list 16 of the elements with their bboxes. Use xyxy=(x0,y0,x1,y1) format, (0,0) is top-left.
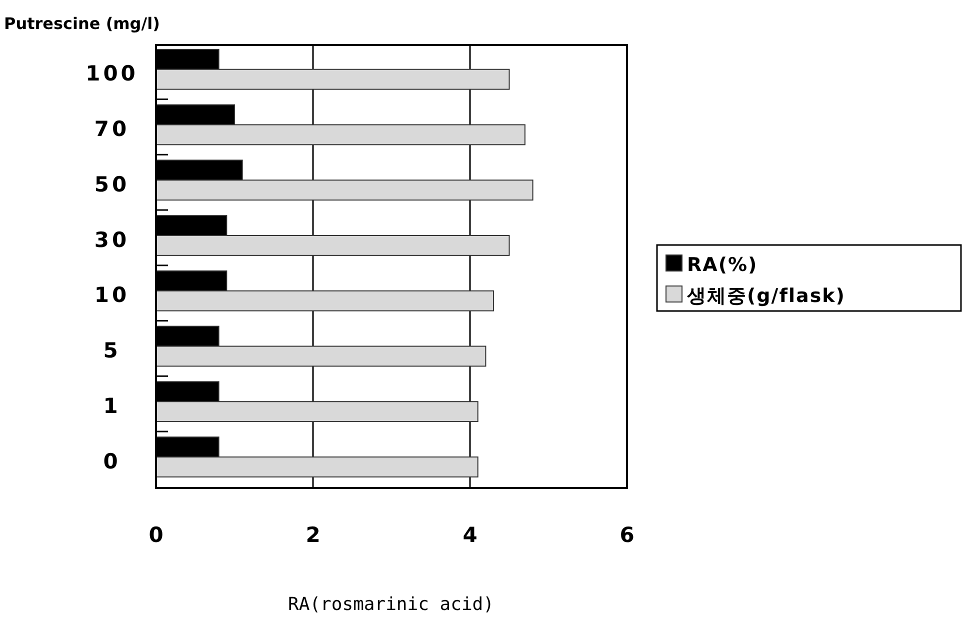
legend-label: 생체중(g/flask) xyxy=(686,285,846,307)
x-tick-label: 0 xyxy=(148,523,164,547)
y-tick-label: 50 xyxy=(94,172,130,196)
legend-label: RA(%) xyxy=(687,254,758,276)
y-tick-label: 0 xyxy=(103,449,121,474)
x-tick-label: 2 xyxy=(306,523,320,547)
x-tick-label: 4 xyxy=(462,523,478,547)
y-tick-label: 10 xyxy=(94,283,130,308)
y-tick-label: 30 xyxy=(94,228,130,252)
y-tick-label: 100 xyxy=(86,62,138,86)
x-tick-label: 6 xyxy=(620,523,634,547)
y-tick-label: 5 xyxy=(103,338,121,363)
y-tick-label: 70 xyxy=(94,117,130,142)
y-tick-label: 1 xyxy=(103,394,121,418)
y-axis-title: Putrescine (mg/l) xyxy=(4,14,160,33)
x-axis-title: RA(rosmarinic acid) xyxy=(288,594,494,615)
